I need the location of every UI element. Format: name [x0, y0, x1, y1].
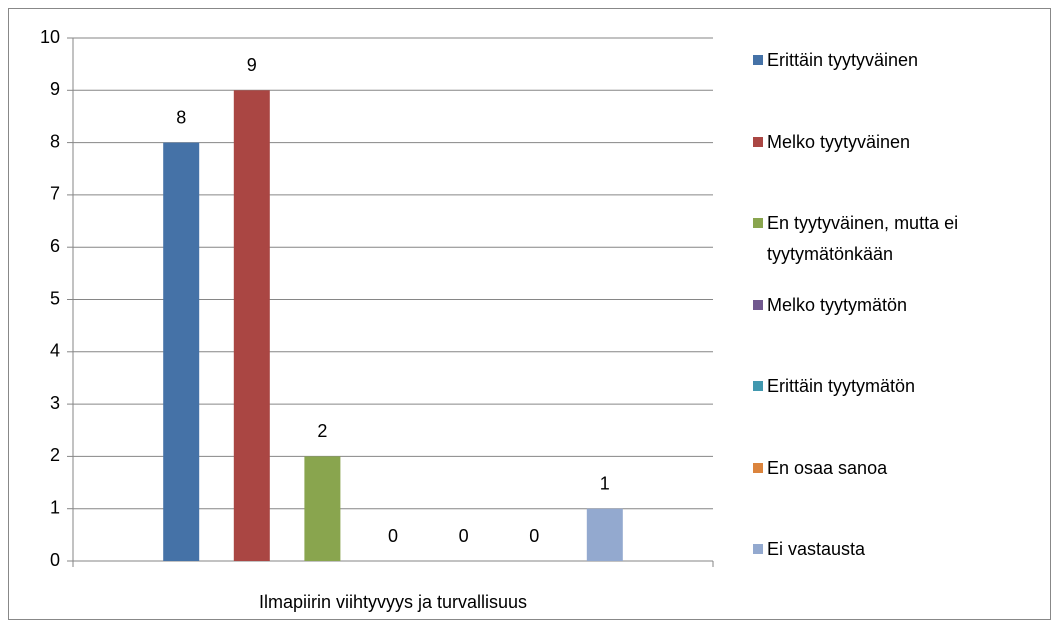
data-label: 0	[529, 526, 539, 546]
y-tick-label: 5	[50, 288, 60, 308]
legend-item: Erittäin tyytymätön	[753, 371, 1047, 402]
bar	[304, 456, 341, 561]
data-label: 0	[388, 526, 398, 546]
legend-item: En osaa sanoa	[753, 453, 1047, 484]
y-tick-label: 8	[50, 131, 60, 151]
y-tick-label: 1	[50, 497, 60, 517]
y-tick-label: 10	[40, 27, 60, 47]
data-label: 1	[600, 473, 610, 493]
legend-label: En tyytyväinen, mutta ei tyytymätönkään	[767, 213, 959, 264]
legend-item: Melko tyytyväinen	[753, 127, 1047, 158]
legend-label: Erittäin tyytymätön	[767, 376, 916, 396]
data-label: 0	[459, 526, 469, 546]
legend-item: Melko tyytymätön	[753, 290, 1047, 321]
bar	[163, 142, 200, 561]
data-label: 9	[247, 55, 257, 75]
y-tick-label: 7	[50, 184, 60, 204]
bar	[233, 90, 270, 562]
data-label: 8	[176, 107, 186, 127]
y-tick-label: 3	[50, 393, 60, 413]
legend-swatch	[753, 462, 763, 473]
bar	[586, 508, 623, 561]
legend-label: En osaa sanoa	[767, 457, 888, 478]
legend-label: Melko tyytymätön	[767, 294, 908, 315]
y-tick-label: 4	[50, 341, 60, 361]
y-tick-label: 0	[50, 550, 60, 570]
legend-swatch	[753, 544, 763, 554]
legend-swatch	[753, 136, 763, 147]
x-tick-label: Ilmapiirin viihtyvyys ja turvallisuus	[259, 592, 527, 612]
legend-item: En tyytyväinen, mutta ei tyytymätönkään	[753, 208, 1047, 270]
data-label: 2	[317, 421, 327, 441]
legend-swatch	[753, 218, 763, 228]
legend-label: Erittäin tyytyväinen	[767, 50, 919, 70]
legend-swatch	[753, 381, 763, 391]
legend-label: Melko tyytyväinen	[767, 131, 911, 152]
y-tick-label: 6	[50, 236, 60, 256]
y-tick-label: 9	[50, 79, 60, 99]
legend-item: Erittäin tyytyväinen	[753, 45, 1047, 76]
legend-label: Ei vastausta	[767, 539, 866, 559]
legend-swatch	[753, 55, 763, 65]
legend-item: Ei vastausta	[753, 534, 1047, 565]
legend-swatch	[753, 299, 763, 310]
y-tick-label: 2	[50, 445, 60, 465]
